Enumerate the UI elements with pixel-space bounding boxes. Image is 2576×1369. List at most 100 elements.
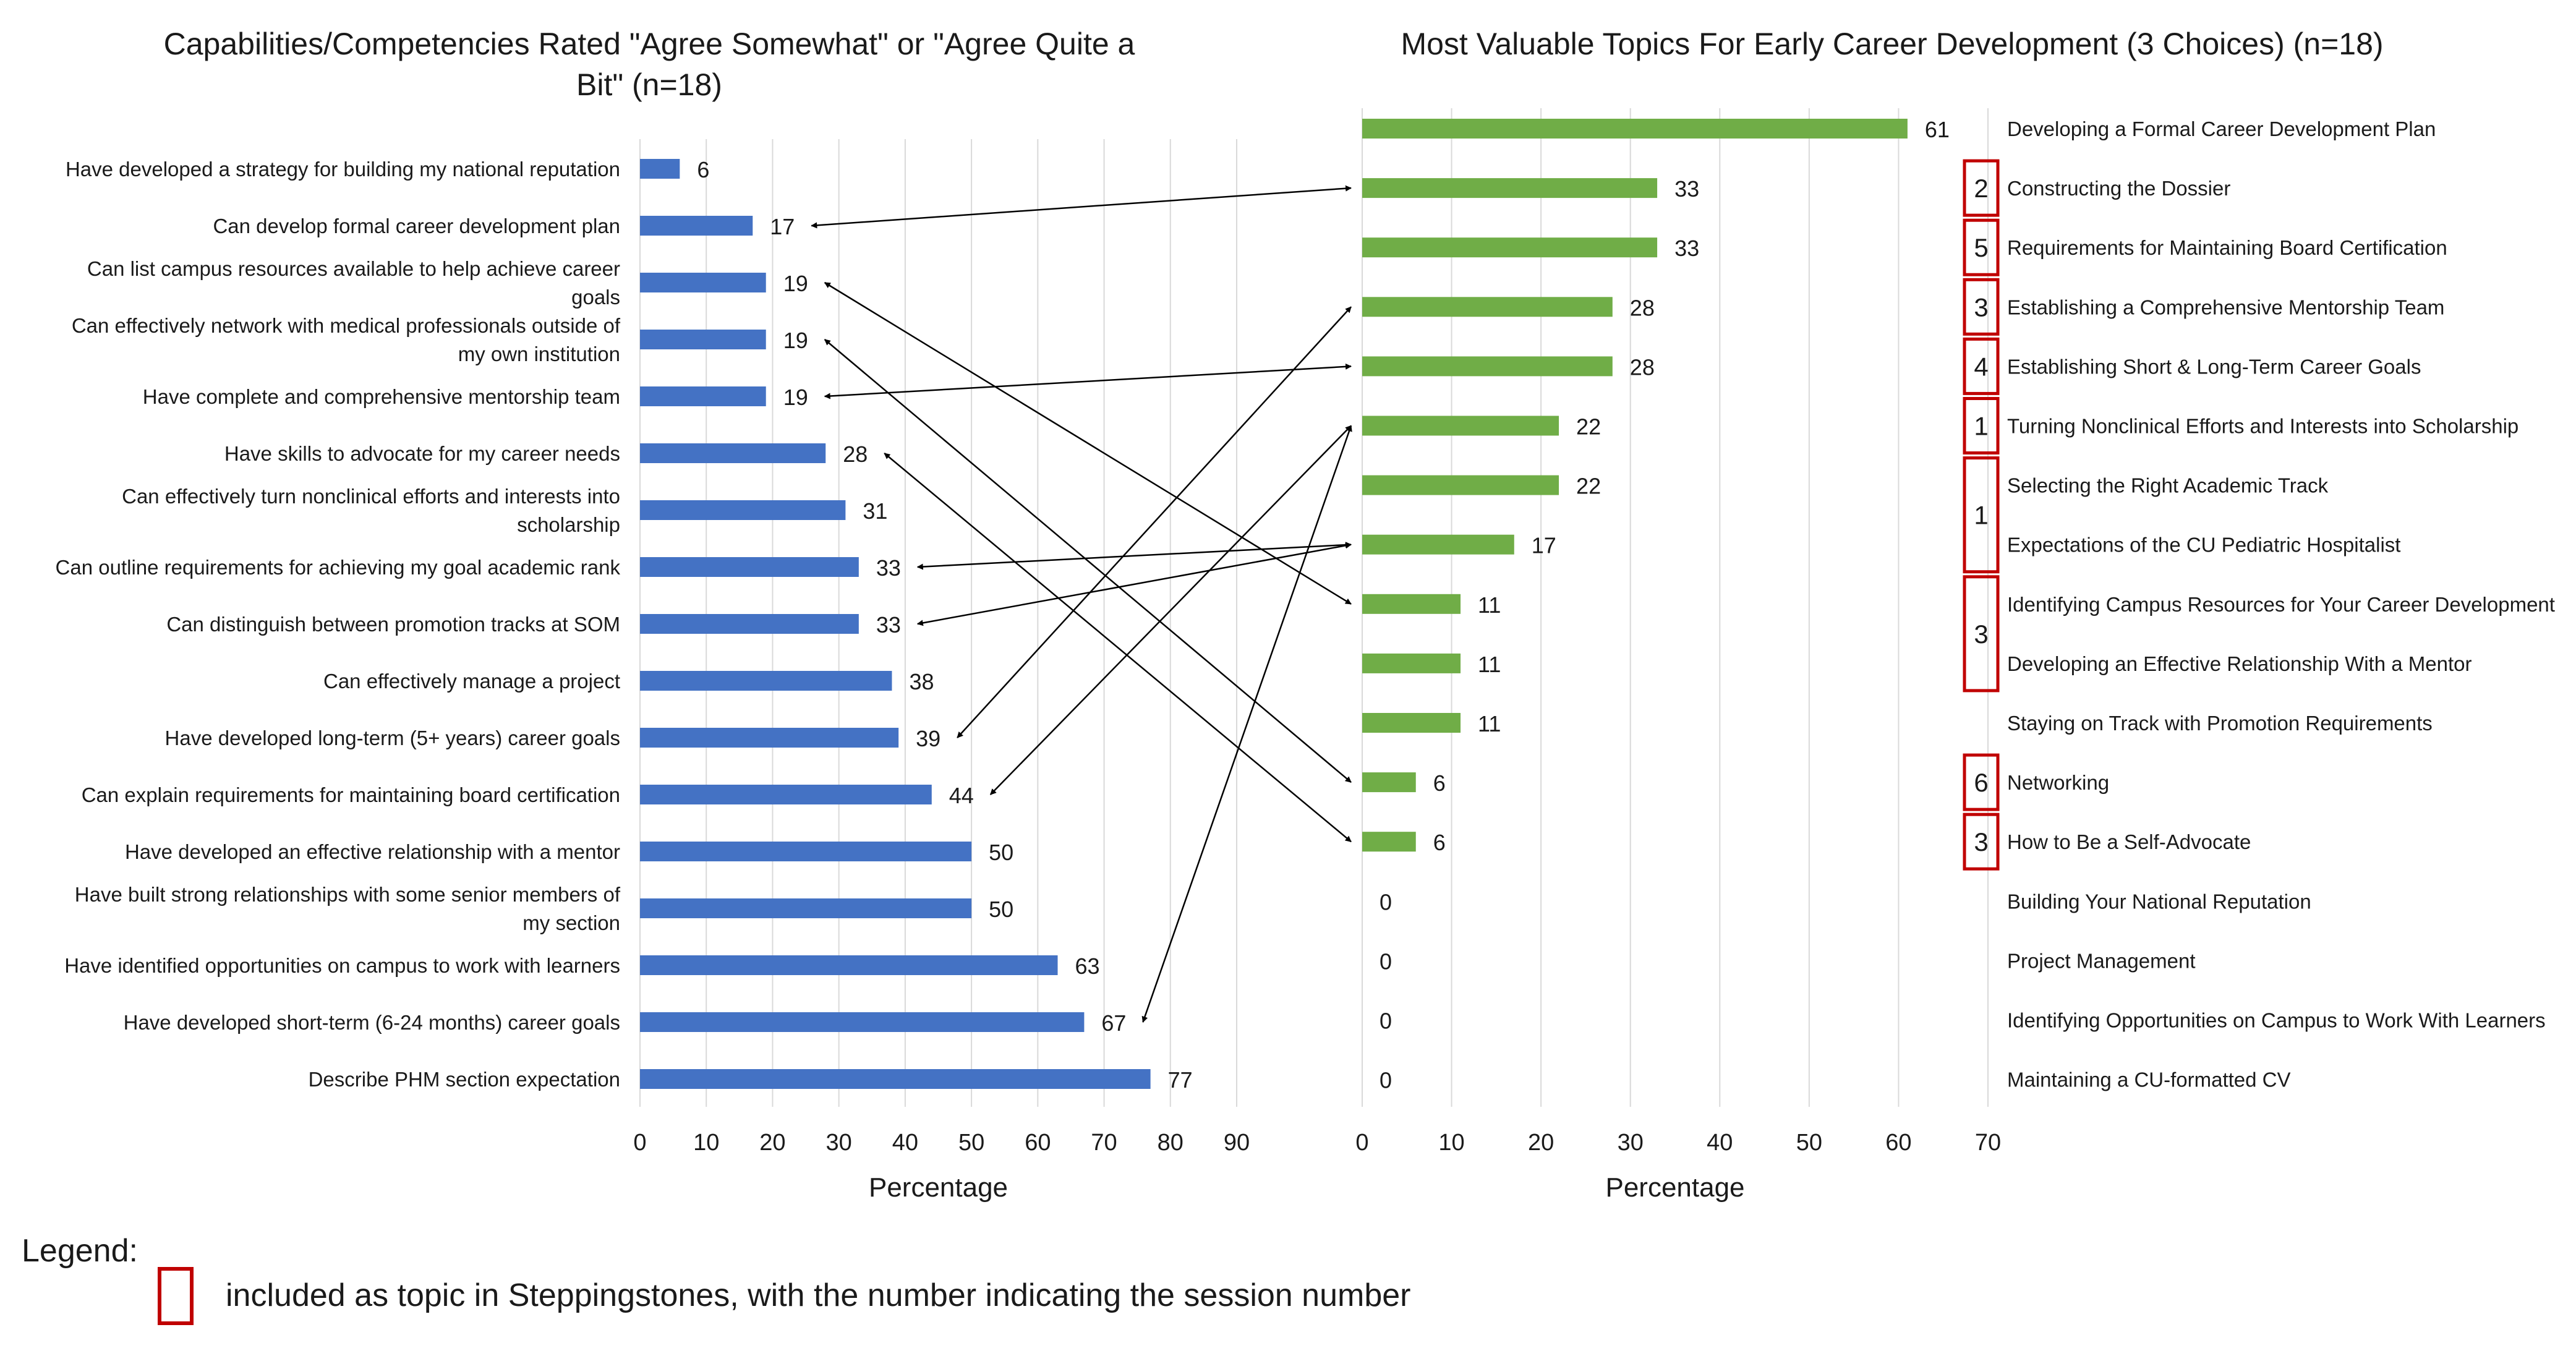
left-x-tick-label: 20 bbox=[759, 1130, 785, 1156]
left-data-label: 19 bbox=[783, 385, 808, 410]
left-category-label: Have developed long-term (5+ years) care… bbox=[165, 727, 620, 749]
session-box bbox=[1963, 812, 2000, 871]
right-category-label: Constructing the Dossier bbox=[2007, 177, 2230, 200]
session-number: 4 bbox=[1974, 352, 1988, 381]
session-number: 5 bbox=[1974, 233, 1988, 262]
session-number: 6 bbox=[1974, 768, 1988, 797]
left-data-label: 19 bbox=[783, 271, 808, 296]
left-category-label: Can develop formal career development pl… bbox=[213, 215, 620, 237]
right-bar bbox=[1362, 475, 1559, 495]
right-category-label: Staying on Track with Promotion Requirem… bbox=[2007, 712, 2433, 735]
session-number: 3 bbox=[1974, 292, 1988, 322]
left-chart: Capabilities/Competencies Rated "Agree S… bbox=[56, 27, 1250, 1203]
left-bar bbox=[640, 728, 899, 748]
left-data-label: 33 bbox=[876, 612, 901, 638]
legend-title: Legend: bbox=[22, 1233, 138, 1269]
left-data-label: 63 bbox=[1075, 953, 1100, 979]
right-category-label: Requirements for Maintaining Board Certi… bbox=[2007, 236, 2447, 259]
right-bar bbox=[1362, 534, 1514, 555]
session-box bbox=[1963, 753, 2000, 811]
left-bar bbox=[640, 159, 680, 179]
left-category-label: Can effectively network with medical pro… bbox=[72, 314, 621, 337]
right-category-label: Expectations of the CU Pediatric Hospita… bbox=[2007, 534, 2400, 557]
left-bar bbox=[640, 785, 932, 804]
session-box bbox=[1963, 218, 2000, 276]
right-data-label: 0 bbox=[1380, 1009, 1392, 1034]
right-data-label: 6 bbox=[1433, 770, 1446, 796]
right-category-label: Turning Nonclinical Efforts and Interest… bbox=[2007, 415, 2518, 438]
left-bar bbox=[640, 671, 892, 691]
right-bar bbox=[1362, 178, 1658, 198]
right-category-label: Establishing a Comprehensive Mentorship … bbox=[2007, 296, 2444, 318]
connector-arrow bbox=[1141, 425, 1352, 1023]
connector-arrow bbox=[824, 281, 1352, 605]
right-data-label: 22 bbox=[1576, 474, 1601, 499]
left-x-tick-label: 10 bbox=[693, 1130, 719, 1156]
right-bar bbox=[1362, 297, 1613, 317]
session-box bbox=[1963, 575, 2000, 693]
right-category-label: Project Management bbox=[2007, 949, 2196, 972]
right-bar bbox=[1362, 653, 1461, 673]
right-category-label: Developing an Effective Relationship Wit… bbox=[2007, 652, 2472, 675]
left-data-label: 44 bbox=[949, 783, 974, 808]
right-data-label: 0 bbox=[1380, 949, 1392, 974]
left-chart-title-line: Capabilities/Competencies Rated "Agree S… bbox=[164, 27, 1135, 61]
right-bar bbox=[1362, 772, 1416, 793]
right-x-tick-label: 50 bbox=[1796, 1130, 1822, 1156]
left-category-label: Can distinguish between promotion tracks… bbox=[166, 613, 620, 636]
left-bar bbox=[640, 1012, 1085, 1032]
left-bar bbox=[640, 386, 766, 406]
right-x-tick-label: 40 bbox=[1707, 1130, 1733, 1156]
left-x-tick-label: 50 bbox=[958, 1130, 984, 1156]
left-data-label: 50 bbox=[989, 897, 1013, 922]
left-category-label: Have built strong relationships with som… bbox=[75, 883, 621, 906]
right-category-label: Identifying Campus Resources for Your Ca… bbox=[2007, 593, 2555, 616]
left-bar bbox=[640, 273, 766, 292]
right-category-label: Establishing Short & Long-Term Career Go… bbox=[2007, 355, 2421, 378]
legend: Legend: included as topic in Steppingsto… bbox=[22, 1233, 1410, 1325]
left-x-tick-label: 60 bbox=[1025, 1130, 1051, 1156]
left-x-axis-label: Percentage bbox=[869, 1172, 1008, 1203]
left-category-label: my own institution bbox=[458, 343, 620, 365]
session-box bbox=[1963, 337, 2000, 395]
session-number: 2 bbox=[1974, 174, 1988, 203]
right-chart: Most Valuable Topics For Early Career De… bbox=[1355, 27, 2555, 1203]
left-bar bbox=[640, 330, 766, 349]
session-box bbox=[1963, 397, 2000, 454]
session-number: 1 bbox=[1974, 412, 1988, 441]
left-data-label: 17 bbox=[770, 214, 795, 239]
left-data-label: 39 bbox=[916, 726, 940, 751]
right-x-tick-label: 30 bbox=[1618, 1130, 1644, 1156]
left-x-tick-label: 0 bbox=[633, 1130, 646, 1156]
left-bar bbox=[640, 842, 972, 861]
right-category-label: Building Your National Reputation bbox=[2007, 890, 2311, 913]
right-category-label: Networking bbox=[2007, 771, 2109, 794]
left-category-label: Have developed short-term (6-24 months) … bbox=[124, 1011, 620, 1034]
left-category-label: scholarship bbox=[517, 513, 620, 536]
right-x-axis-label: Percentage bbox=[1605, 1172, 1744, 1203]
right-data-label: 33 bbox=[1674, 236, 1699, 261]
right-x-tick-label: 70 bbox=[1975, 1130, 2001, 1156]
right-bar bbox=[1362, 832, 1416, 852]
left-bar bbox=[640, 500, 846, 520]
left-category-label: Have skills to advocate for my career ne… bbox=[224, 442, 620, 465]
legend-text: included as topic in Steppingstones, wit… bbox=[226, 1277, 1410, 1313]
left-data-label: 19 bbox=[783, 328, 808, 353]
right-category-label: Developing a Formal Career Development P… bbox=[2007, 117, 2436, 140]
left-data-label: 33 bbox=[876, 555, 901, 581]
right-data-label: 33 bbox=[1674, 176, 1699, 202]
left-bar bbox=[640, 614, 859, 634]
left-bar bbox=[640, 216, 753, 236]
right-data-label: 0 bbox=[1380, 889, 1392, 915]
right-x-tick-label: 60 bbox=[1885, 1130, 1911, 1156]
right-x-tick-label: 0 bbox=[1355, 1130, 1368, 1156]
left-x-tick-label: 70 bbox=[1091, 1130, 1117, 1156]
right-data-label: 11 bbox=[1478, 592, 1501, 618]
left-bar bbox=[640, 898, 972, 918]
left-x-tick-label: 80 bbox=[1158, 1130, 1184, 1156]
right-data-label: 17 bbox=[1532, 533, 1556, 558]
legend-box-icon bbox=[158, 1267, 194, 1325]
left-category-label: Can explain requirements for maintaining… bbox=[82, 783, 620, 806]
left-category-label: Have complete and comprehensive mentorsh… bbox=[143, 385, 620, 408]
right-data-label: 28 bbox=[1630, 295, 1655, 320]
